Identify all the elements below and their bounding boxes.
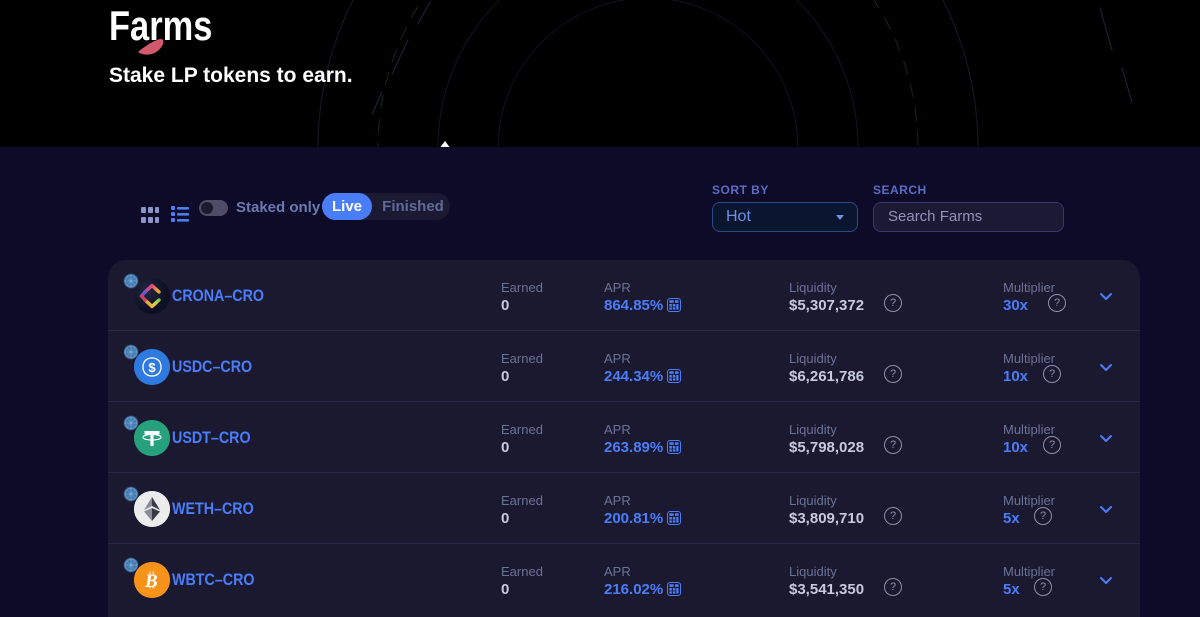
svg-text:$: $	[148, 360, 156, 375]
svg-text:B: B	[144, 571, 158, 592]
